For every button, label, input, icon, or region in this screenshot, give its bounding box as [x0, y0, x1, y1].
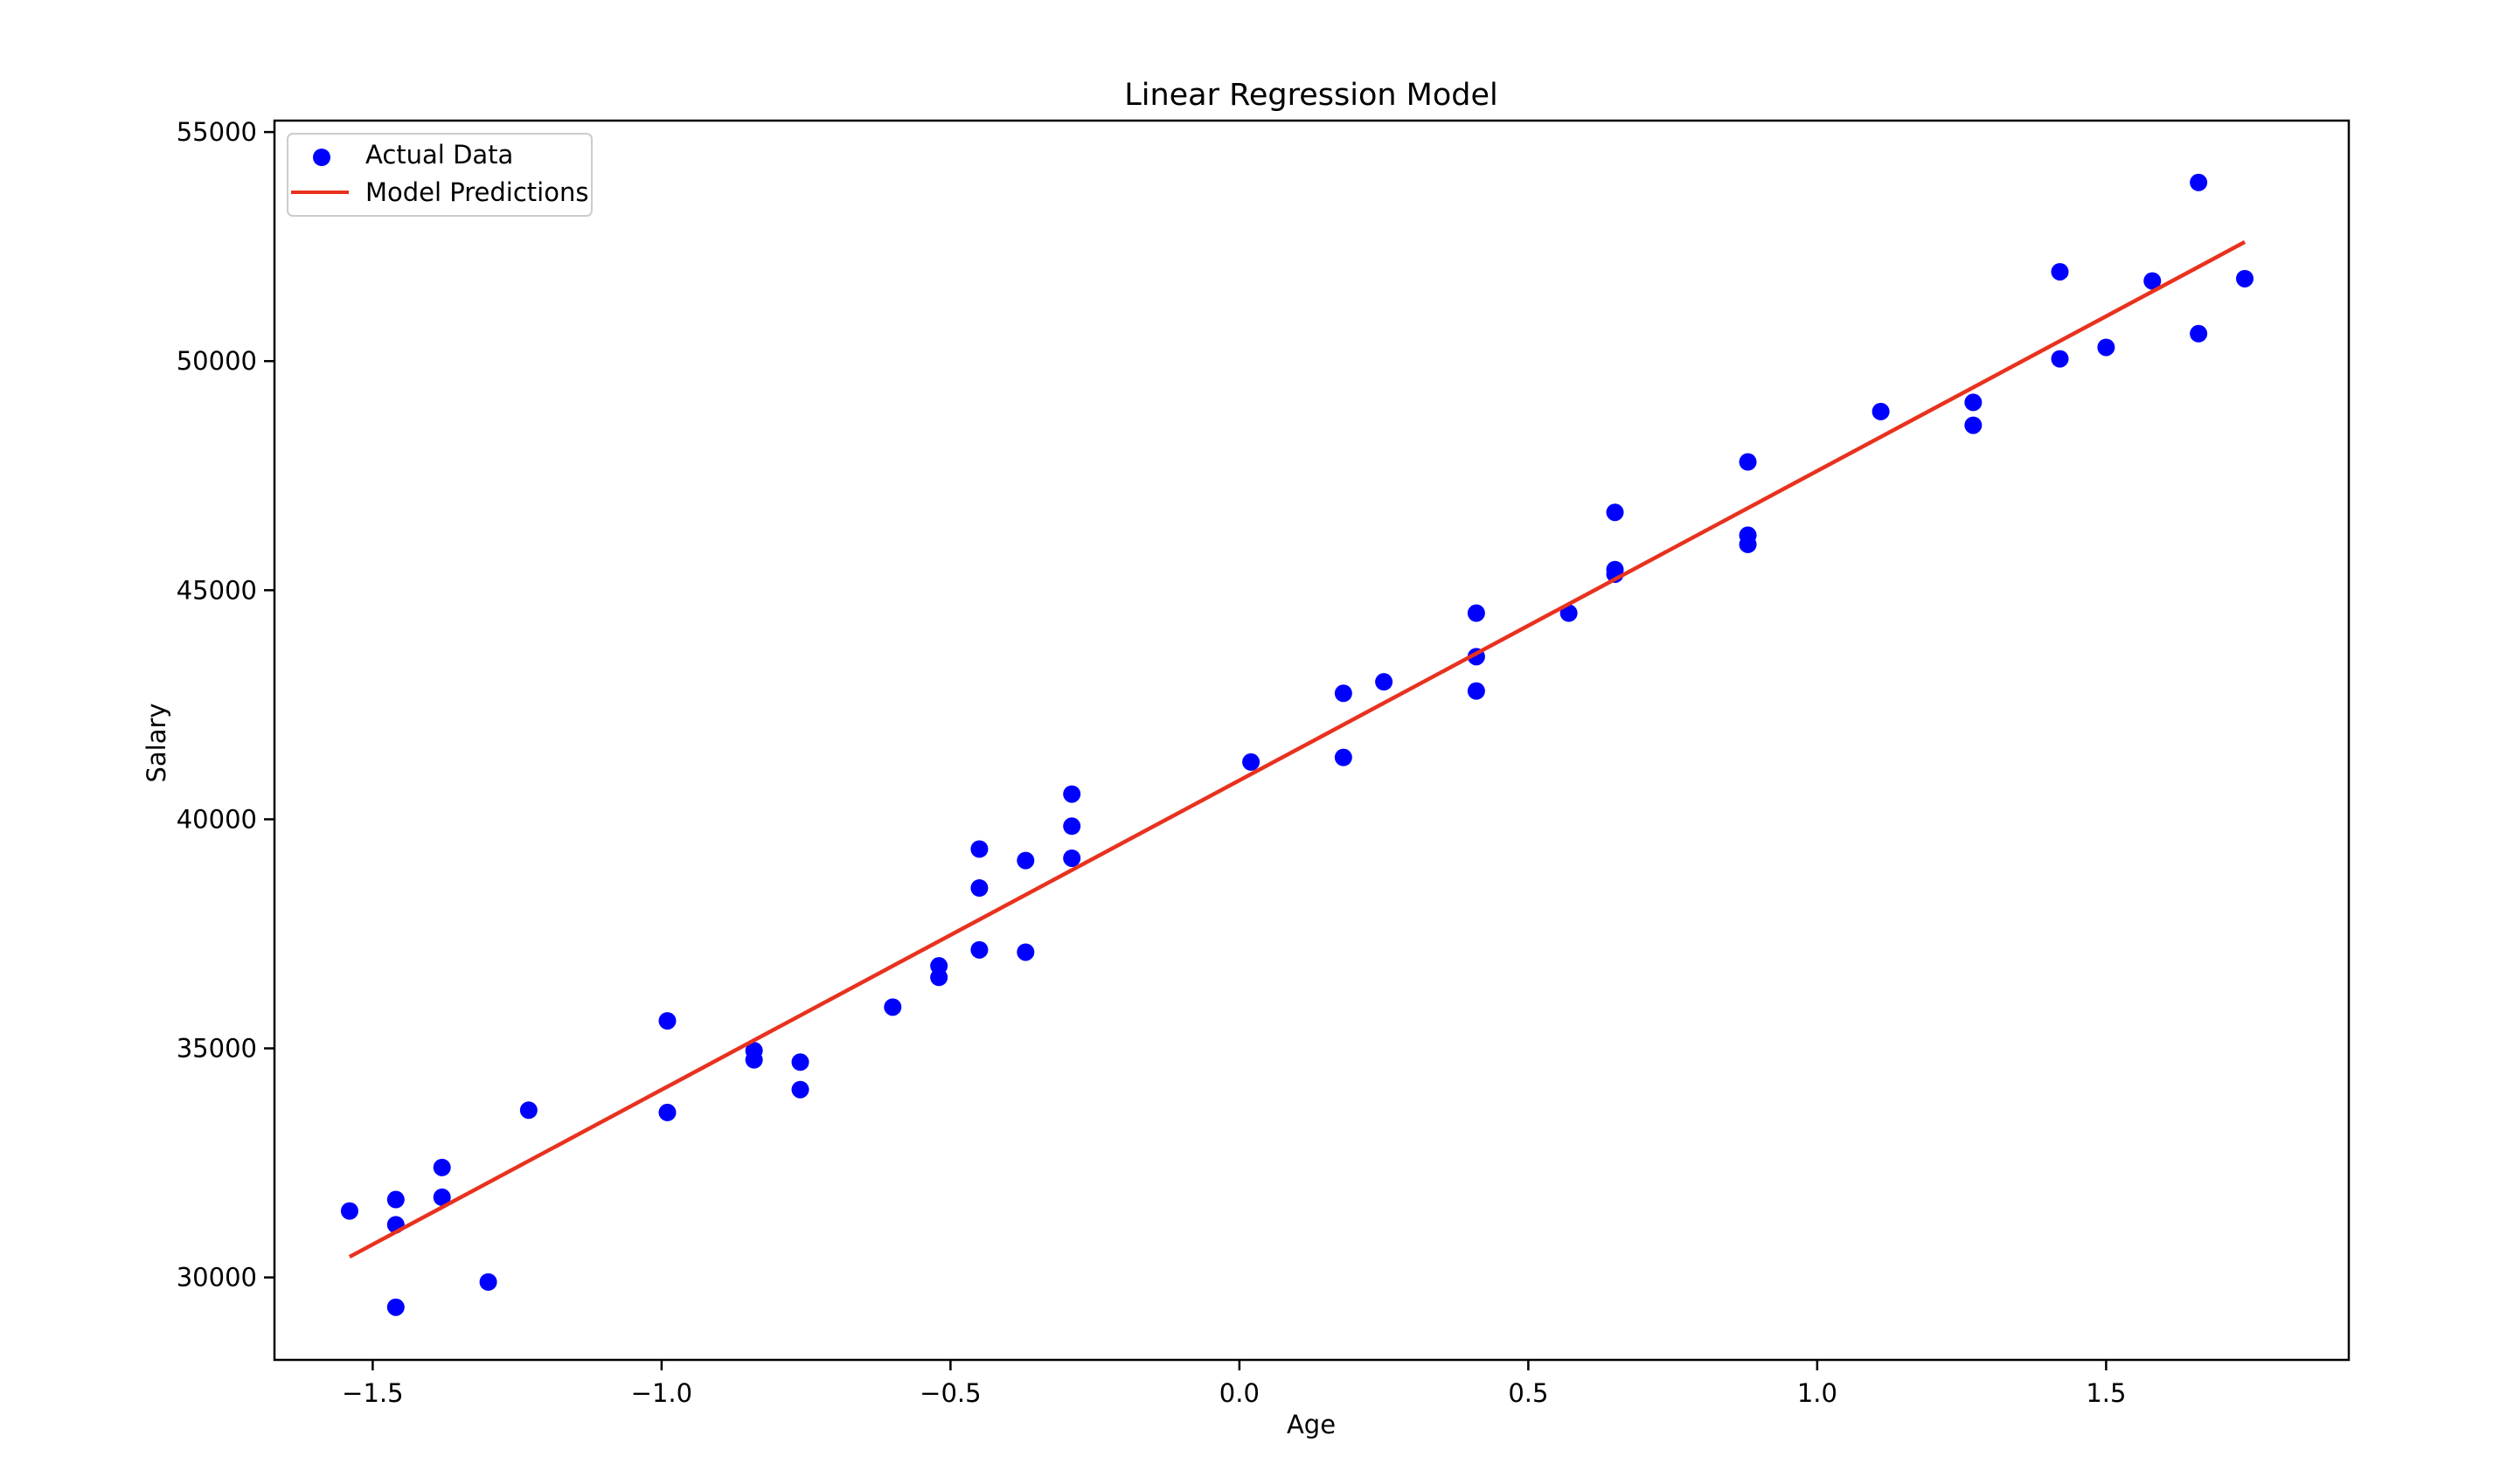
data-point — [884, 998, 902, 1016]
data-point — [1559, 604, 1578, 622]
data-point — [791, 1080, 809, 1099]
data-point — [791, 1053, 809, 1071]
data-point — [1467, 682, 1485, 700]
data-point — [1872, 402, 1890, 420]
data-point — [970, 879, 989, 898]
x-tick-label: 0.5 — [1508, 1378, 1548, 1408]
data-point — [1964, 393, 1983, 412]
y-tick-label: 30000 — [177, 1263, 257, 1293]
data-point — [2097, 338, 2115, 357]
regression-line-layer — [348, 239, 2247, 1259]
data-point — [1063, 785, 1081, 803]
data-point — [1242, 752, 1260, 771]
y-axis-label: Salary — [142, 703, 171, 782]
legend: Actual Data Model Predictions — [287, 133, 593, 217]
data-point — [1063, 817, 1081, 836]
y-tick-label: 55000 — [177, 117, 257, 147]
data-point — [1334, 748, 1352, 766]
legend-label-model-predictions: Model Predictions — [365, 177, 588, 207]
chart-title: Linear Regression Model — [1124, 78, 1498, 113]
y-tick-label: 40000 — [177, 804, 257, 834]
data-point — [386, 1298, 405, 1316]
x-tick-label: −1.0 — [631, 1378, 692, 1408]
y-axis-ticks: 30000 35000 40000 45000 50000 55000 — [177, 117, 274, 1293]
legend-box — [287, 133, 593, 217]
data-point — [658, 1103, 677, 1121]
data-point — [970, 940, 989, 959]
data-point — [1739, 535, 1757, 553]
y-tick-label: 50000 — [177, 346, 257, 376]
legend-label-actual-data: Actual Data — [365, 140, 513, 170]
legend-marker-actual-data — [313, 149, 330, 166]
data-point — [1017, 851, 1035, 870]
plot-area — [273, 119, 2351, 1362]
x-tick-label: 0.0 — [1219, 1378, 1260, 1408]
data-point — [1063, 849, 1081, 867]
data-point — [1334, 684, 1352, 703]
data-point — [2051, 350, 2069, 368]
data-point — [2143, 272, 2162, 290]
data-point — [970, 840, 989, 858]
data-point — [1606, 503, 1624, 522]
data-point — [2236, 269, 2254, 288]
x-tick-label: −1.5 — [342, 1378, 403, 1408]
data-point — [2190, 173, 2208, 191]
data-point — [340, 1202, 358, 1220]
y-tick-label: 45000 — [177, 575, 257, 605]
data-point — [1017, 943, 1035, 961]
data-point — [433, 1188, 451, 1206]
y-tick-label: 35000 — [177, 1034, 257, 1064]
data-point — [658, 1012, 677, 1030]
data-point — [1739, 453, 1757, 471]
x-axis-ticks: −1.5 −1.0 −0.5 0.0 0.5 1.0 1.5 — [342, 1360, 2126, 1408]
data-point — [1467, 604, 1485, 622]
data-point — [745, 1051, 763, 1069]
axes-frame — [273, 119, 2351, 1362]
x-tick-label: −0.5 — [920, 1378, 981, 1408]
data-point — [2190, 324, 2208, 343]
data-point — [1964, 416, 1983, 434]
data-point — [930, 968, 948, 987]
x-tick-label: 1.5 — [2086, 1378, 2126, 1408]
regression-line — [348, 239, 2247, 1259]
data-point — [479, 1272, 497, 1291]
data-point — [386, 1190, 405, 1209]
x-tick-label: 1.0 — [1797, 1378, 1837, 1408]
x-axis-label: Age — [1287, 1410, 1336, 1439]
data-point — [519, 1101, 538, 1120]
data-point — [433, 1158, 451, 1176]
data-point — [1375, 673, 1393, 691]
scatter-layer — [340, 173, 2254, 1316]
data-point — [2051, 262, 2069, 281]
